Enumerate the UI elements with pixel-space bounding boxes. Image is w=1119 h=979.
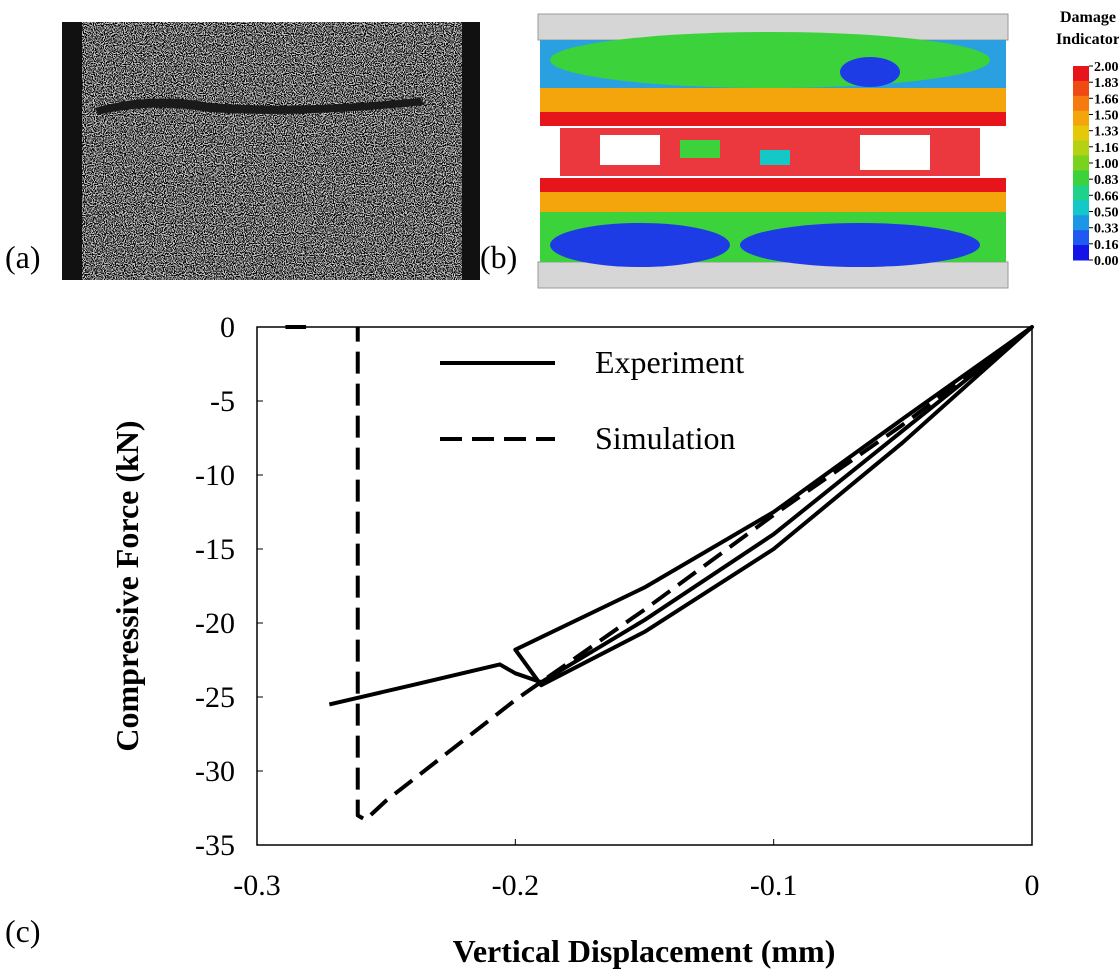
colorbar-swatch bbox=[1073, 140, 1089, 157]
y-tick-label: -20 bbox=[195, 607, 235, 640]
y-tick-label: -25 bbox=[195, 681, 235, 714]
colorbar-title: Indicator bbox=[1056, 31, 1119, 48]
colorbar-tick-label: 1.833 bbox=[1094, 76, 1119, 91]
colorbar-swatch bbox=[1073, 80, 1089, 97]
colorbar-swatch bbox=[1073, 245, 1089, 261]
x-tick-label: -0.2 bbox=[492, 869, 540, 902]
chart: 0 -5 -10 -15 -20 -25 -30 -35 -0.3 -0.2 -0.1 0 Experi… bbox=[195, 311, 1040, 902]
y-tick-label: 0 bbox=[220, 311, 235, 344]
x-axis-label: Vertical Displacement (mm) bbox=[453, 933, 836, 969]
x-tick-label: -0.3 bbox=[233, 869, 281, 902]
colorbar-swatch bbox=[1073, 230, 1089, 246]
colorbar-tick-label: 1.500 bbox=[1094, 109, 1119, 124]
data-line bbox=[285, 325, 1034, 822]
colorbar-swatch bbox=[1073, 66, 1089, 82]
colorbar-title: Damage bbox=[1060, 9, 1116, 26]
legend-label: Simulation bbox=[595, 420, 735, 456]
y-tick-label: -35 bbox=[195, 829, 235, 862]
plot-frame bbox=[256, 326, 1033, 846]
colorbar-swatch bbox=[1073, 110, 1089, 127]
y-tick-label: -15 bbox=[195, 533, 235, 566]
x-tick-label: 0 bbox=[1025, 869, 1040, 902]
colorbar-tick-label: 1.167 bbox=[1094, 141, 1119, 156]
y-tick-label: -5 bbox=[210, 385, 235, 418]
y-tick-label: -30 bbox=[195, 755, 235, 788]
data-line bbox=[328, 325, 1034, 707]
colorbar-swatch bbox=[1073, 95, 1089, 112]
colorbar-tick-label: 0.333 bbox=[1094, 222, 1119, 237]
colorbar-tick-label: 1.333 bbox=[1094, 125, 1119, 140]
legend-label: Experiment bbox=[595, 344, 744, 380]
colorbar-swatch bbox=[1073, 125, 1089, 142]
y-axis-label: Compressive Force (kN) bbox=[109, 420, 145, 751]
colorbar-tick-label: 0.167 bbox=[1094, 238, 1119, 253]
colorbar-tick-label: 0.667 bbox=[1094, 189, 1119, 204]
colorbar-swatch bbox=[1073, 200, 1089, 216]
colorbar-swatch bbox=[1073, 185, 1089, 201]
colorbar: Damage Indicator 2.0001.8331.667 1.5001.333… bbox=[1056, 9, 1119, 269]
colorbar-tick-label: 0.833 bbox=[1094, 173, 1119, 188]
panel-label: (b) bbox=[480, 239, 517, 275]
x-tick-label: -0.1 bbox=[750, 869, 798, 902]
colorbar-swatch bbox=[1073, 155, 1089, 171]
specimen-photo bbox=[62, 22, 480, 280]
colorbar-tick-label: 1.667 bbox=[1094, 92, 1119, 107]
panel-label: (a) bbox=[5, 239, 41, 275]
colorbar-tick-label: 0.000 bbox=[1094, 254, 1119, 269]
simulation-contour bbox=[537, 13, 1009, 289]
colorbar-swatch bbox=[1073, 215, 1089, 231]
y-tick-label: -10 bbox=[195, 459, 235, 492]
colorbar-tick-label: 2.000 bbox=[1094, 60, 1119, 75]
panel-label: (c) bbox=[5, 913, 41, 949]
colorbar-tick-label: 1.000 bbox=[1094, 157, 1119, 172]
colorbar-tick-label: 0.500 bbox=[1094, 206, 1119, 221]
colorbar-swatch bbox=[1073, 170, 1089, 186]
